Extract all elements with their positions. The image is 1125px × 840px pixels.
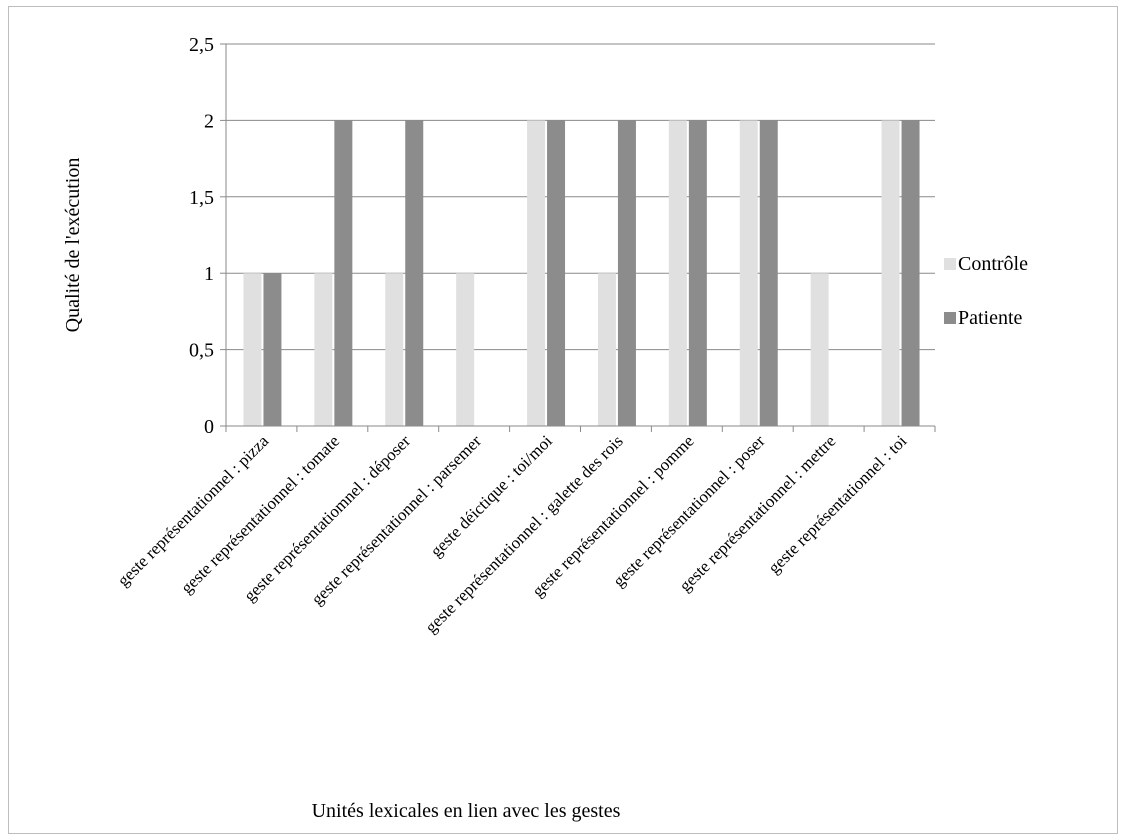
bar-chart: 0 0,5 1 1,5 2 2,5 geste représentationnel : p…	[62, 34, 1028, 822]
bar-patiente	[263, 273, 282, 426]
bar-patiente	[405, 120, 424, 427]
x-axis-title: Unités lexicales en lien avec les gestes	[312, 800, 621, 822]
bar-controle	[314, 273, 333, 426]
bar-controle	[456, 273, 475, 426]
x-tick-label: geste représentationnel : poser	[609, 431, 769, 591]
bar-controle	[739, 120, 758, 427]
chart-frame: 0 0,5 1 1,5 2 2,5 geste représentationnel : p…	[8, 6, 1118, 834]
bar-controle	[597, 273, 616, 426]
bar-patiente	[759, 120, 778, 427]
legend-swatch-patiente	[944, 312, 956, 324]
bar-controle	[243, 273, 262, 426]
bar-patiente	[334, 120, 353, 427]
axes	[220, 43, 936, 432]
y-tick-label: 1,5	[189, 187, 214, 209]
bar-patiente	[688, 120, 707, 427]
bar-patiente	[901, 120, 920, 427]
x-tick-label: geste représentationnel : pizza	[114, 431, 273, 590]
y-tick-labels: 0 0,5 1 1,5 2 2,5	[189, 34, 214, 438]
y-tick-label: 0	[204, 416, 214, 438]
legend-label-patiente: Patiente	[958, 307, 1023, 329]
bar-controle	[810, 273, 829, 426]
x-tick-label: geste représentationnel : toi	[764, 431, 910, 577]
x-tick-labels: geste représentationnel : pizza geste rep…	[114, 431, 911, 637]
y-tick-label: 2,5	[189, 34, 214, 56]
y-tick-label: 0,5	[189, 340, 214, 362]
y-tick-label: 1	[204, 263, 214, 285]
y-axis-title: Qualité de l'exécution	[62, 158, 84, 333]
bar-controle	[385, 273, 404, 426]
bar-controle	[668, 120, 687, 427]
legend-swatch-controle	[944, 258, 956, 270]
bars	[243, 120, 920, 427]
x-tick-label: geste déictique : toi/moi	[427, 431, 556, 560]
legend-label-controle: Contrôle	[958, 253, 1028, 275]
bar-patiente	[547, 120, 566, 427]
bar-controle	[527, 120, 546, 427]
legend: Contrôle Patiente	[944, 253, 1028, 329]
y-tick-label: 2	[204, 110, 214, 132]
bar-patiente	[617, 120, 636, 427]
bar-controle	[881, 120, 900, 427]
